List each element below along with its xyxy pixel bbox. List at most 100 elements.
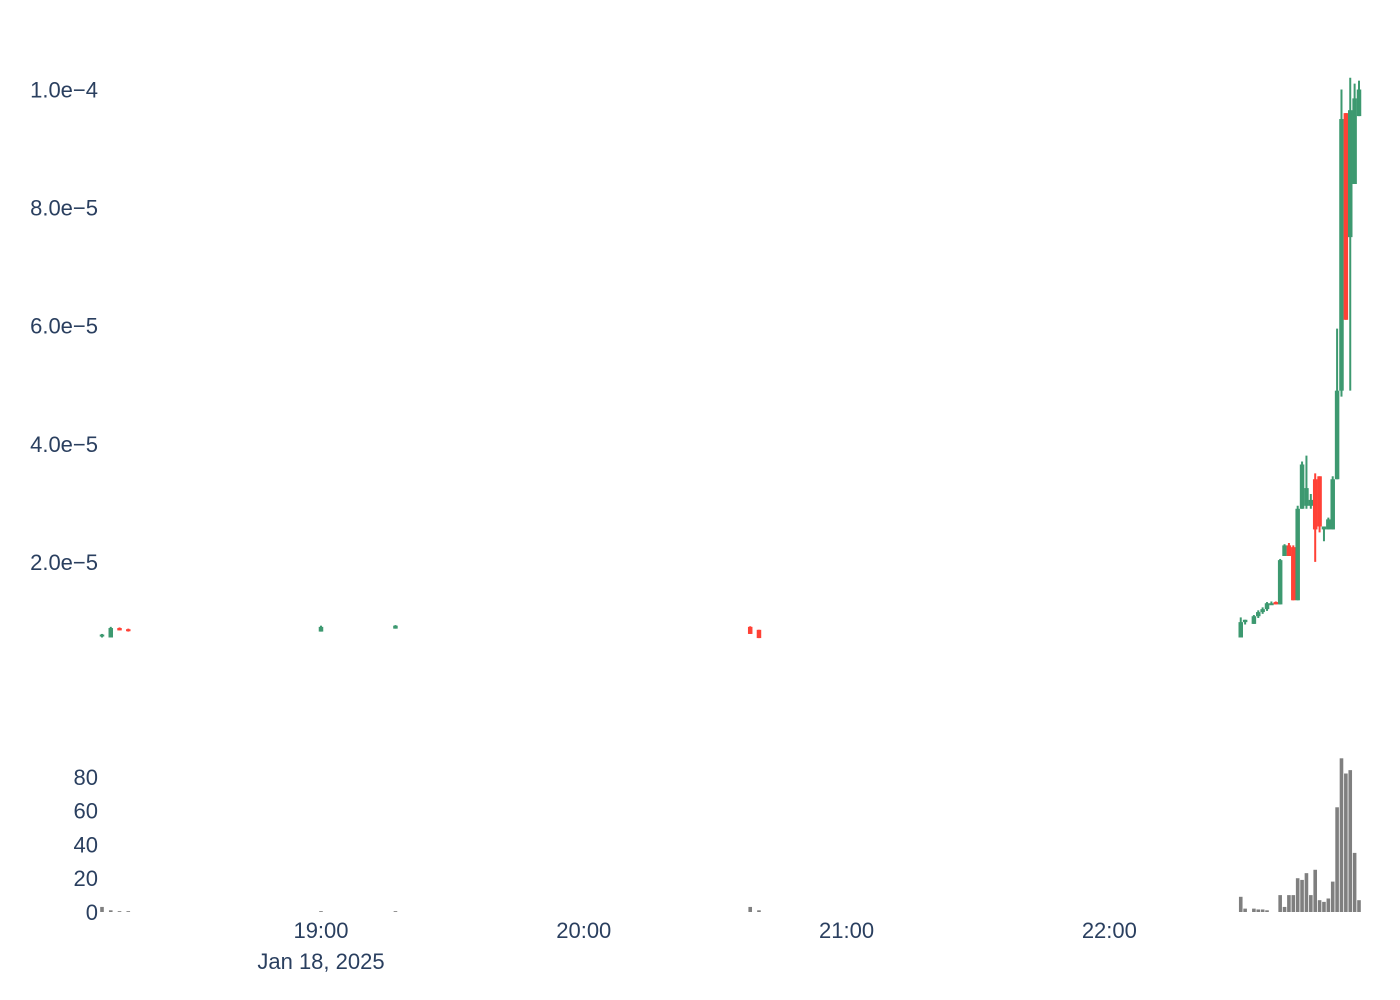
time-tick-label: 20:00: [556, 918, 611, 943]
candle-body: [1256, 612, 1261, 617]
candle: [1295, 505, 1300, 601]
candle: [1308, 494, 1314, 509]
candle: [1317, 476, 1322, 533]
volume-bar: [108, 910, 113, 912]
candle: [1343, 113, 1349, 320]
volume-bar: [1300, 879, 1304, 912]
volume-tick-label: 80: [74, 765, 98, 790]
time-tick-label: 21:00: [819, 918, 874, 943]
candle-body: [1273, 602, 1279, 605]
candle: [1339, 89, 1344, 397]
candle-body: [117, 628, 122, 631]
candle-body: [1238, 622, 1243, 638]
candle-body: [1308, 499, 1314, 506]
candle-body: [1356, 89, 1362, 117]
candle-body: [1312, 479, 1318, 530]
candle-body: [99, 634, 105, 637]
candle: [1264, 602, 1270, 611]
volume-bar: [393, 911, 398, 912]
volume-bar: [1309, 895, 1313, 912]
x-axis: 19:00 Jan 18, 2025 20:00 21:00 22:00: [257, 918, 1137, 974]
candle: [1312, 473, 1318, 562]
candle: [1286, 543, 1292, 556]
candle: [1282, 544, 1287, 556]
candle: [747, 626, 753, 634]
candle-body: [1277, 560, 1283, 605]
candle: [1260, 607, 1265, 614]
candle: [1304, 455, 1309, 509]
price-tick-label: 1.0e−4: [30, 78, 98, 103]
candle-body: [1286, 545, 1292, 556]
candle: [1330, 476, 1335, 530]
date-tick-label: Jan 18, 2025: [257, 949, 384, 974]
volume-bar: [1252, 908, 1256, 912]
time-tick-label: 22:00: [1082, 918, 1137, 943]
candle: [108, 626, 114, 638]
candle-body: [756, 629, 762, 639]
candle-body: [1304, 488, 1309, 506]
time-tick-label: 19:00: [293, 918, 348, 943]
price-tick-label: 2.0e−5: [30, 550, 98, 575]
volume-bar: [100, 906, 104, 912]
candle-body: [1317, 476, 1322, 527]
volume-bar: [1260, 909, 1265, 912]
price-tick-label: 8.0e−5: [30, 196, 98, 221]
candle: [1356, 80, 1362, 117]
volume-bar: [1344, 773, 1348, 912]
candle: [1242, 619, 1248, 625]
volume-bar: [1313, 869, 1318, 912]
candle-body: [1295, 508, 1300, 601]
candle-body: [1352, 98, 1357, 184]
candle: [1238, 617, 1243, 638]
candle-body: [1321, 526, 1327, 530]
candle: [1269, 601, 1274, 606]
candle: [756, 629, 762, 639]
volume-bar: [1357, 900, 1361, 912]
candle-body: [747, 626, 753, 634]
candle: [1251, 615, 1257, 624]
volume-bar: [126, 911, 131, 912]
volume-bar: [1339, 758, 1344, 912]
candle-body: [1330, 479, 1335, 530]
volume-bar: [1322, 901, 1326, 912]
candle-body: [1264, 603, 1270, 610]
candle-body: [1282, 545, 1287, 556]
candle-body: [1291, 547, 1296, 601]
candle: [1347, 77, 1353, 391]
candle-body: [318, 626, 324, 632]
volume-tick-label: 20: [74, 866, 98, 891]
candle-body: [108, 628, 114, 638]
candle: [1326, 517, 1331, 530]
candle: [1299, 461, 1305, 509]
candle-body: [1242, 619, 1248, 623]
volume-bar: [1282, 906, 1287, 912]
volume-bar: [1304, 873, 1309, 912]
candle-body: [1260, 609, 1265, 613]
volume-bar: [1335, 807, 1339, 912]
volume-tick-label: 60: [74, 799, 98, 824]
volume-tick-label: 40: [74, 832, 98, 857]
candle: [1291, 545, 1296, 601]
candle-body: [1251, 616, 1257, 624]
volume-bar: [319, 911, 323, 912]
candle: [99, 633, 105, 638]
price-panel: 2.0e−5 4.0e−5 6.0e−5 8.0e−5 1.0e−4: [30, 77, 1362, 639]
candle: [1352, 83, 1357, 184]
candle: [1321, 526, 1327, 542]
candle: [1256, 610, 1261, 618]
price-tick-label: 4.0e−5: [30, 432, 98, 457]
candle: [393, 625, 398, 629]
volume-bar: [1352, 852, 1357, 912]
candle-body: [126, 629, 131, 632]
candle: [1334, 328, 1340, 480]
volume-bar: [117, 911, 122, 912]
candle-body: [1299, 464, 1305, 509]
volume-bar: [1295, 878, 1300, 912]
volume-bar: [1317, 900, 1322, 912]
volume-bar: [1238, 896, 1243, 912]
candle-body: [1334, 390, 1340, 480]
candle-body: [393, 625, 398, 629]
candle: [1273, 601, 1279, 605]
volume-bar: [1256, 909, 1261, 912]
